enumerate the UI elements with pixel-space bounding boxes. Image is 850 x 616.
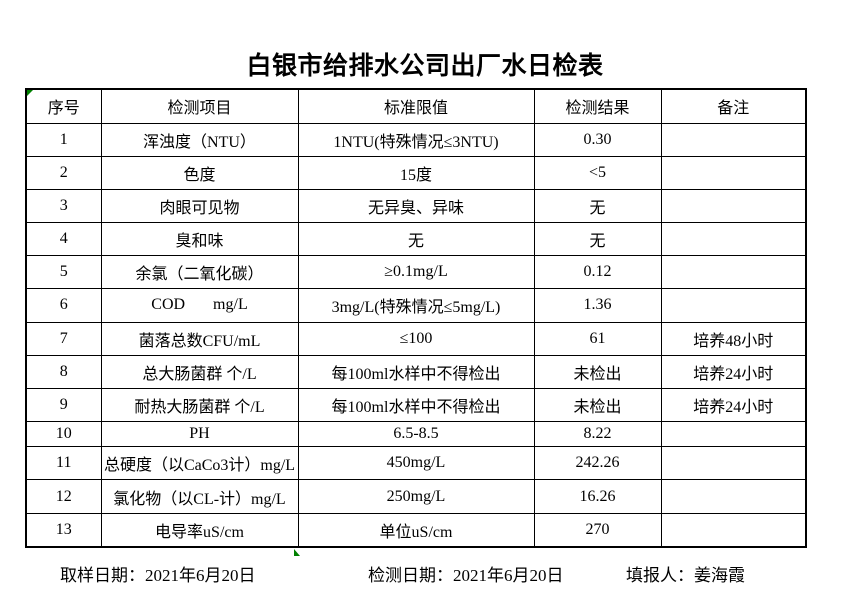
- cell-serial: 10: [25, 421, 102, 448]
- cell-remark: [660, 512, 807, 548]
- page-title: 白银市给排水公司出厂水日检表: [246, 53, 604, 80]
- cell-result: 0.30: [533, 122, 662, 157]
- table-body: 1 浑浊度（NTU） 1NTU(特殊情况≤3NTU) 0.30 2 色度 15度…: [25, 122, 807, 548]
- footer: 取样日期：2021年6月20日 检测日期：2021年6月20日 填报人：姜海霞: [0, 561, 850, 585]
- cell-limit: 每100ml水样中不得检出: [297, 387, 535, 423]
- cell-serial: 7: [25, 321, 102, 356]
- cell-remark: [660, 255, 807, 290]
- cell-remark: 培养48小时: [660, 321, 807, 356]
- cell-result: 0.12: [533, 255, 662, 290]
- cell-limit: 1NTU(特殊情况≤3NTU): [297, 122, 535, 157]
- table-header-row: 序号 检测项目 标准限值 检测结果 备注: [25, 88, 807, 124]
- col-header-remark: 备注: [660, 88, 807, 124]
- table-row: 9 耐热大肠菌群 个/L 每100ml水样中不得检出 未检出 培养24小时: [25, 387, 807, 423]
- cell-serial: 6: [25, 288, 102, 323]
- cell-serial: 12: [25, 479, 102, 514]
- cell-serial: 1: [25, 122, 102, 157]
- cell-item: 臭和味: [100, 222, 299, 257]
- cell-limit: 无异臭、异味: [297, 188, 535, 224]
- cell-limit: 单位uS/cm: [297, 512, 535, 548]
- col-header-limit: 标准限值: [297, 88, 535, 124]
- cell-serial: 5: [25, 255, 102, 290]
- cell-result: 61: [533, 321, 662, 356]
- cell-remark: [660, 122, 807, 157]
- cell-serial: 2: [25, 155, 102, 190]
- cell-result: 无: [533, 222, 662, 257]
- cell-result: 未检出: [533, 354, 662, 389]
- cell-item: 总大肠菌群 个/L: [100, 354, 299, 389]
- cell-remark: 培养24小时: [660, 354, 807, 389]
- cell-limit: 每100ml水样中不得检出: [297, 354, 535, 389]
- table-header: 序号 检测项目 标准限值 检测结果 备注: [25, 88, 807, 124]
- cell-limit: 3mg/L(特殊情况≤5mg/L): [297, 288, 535, 323]
- cell-item: COD mg/L: [100, 288, 299, 323]
- table-row: 13 电导率uS/cm 单位uS/cm 270: [25, 512, 807, 548]
- table-row: 12 氯化物（以CL-计）mg/L 250mg/L 16.26: [25, 479, 807, 514]
- col-header-result: 检测结果: [533, 88, 662, 124]
- test-date-label: 检测日期：2021年6月20日: [368, 566, 564, 585]
- cell-item: 菌落总数CFU/mL: [100, 321, 299, 356]
- cell-limit: 6.5-8.5: [297, 421, 535, 448]
- cell-remark: [660, 446, 807, 481]
- cell-result: 16.26: [533, 479, 662, 514]
- cell-item: 余氯（二氧化碳）: [100, 255, 299, 290]
- cell-item: 肉眼可见物: [100, 188, 299, 224]
- cell-serial: 4: [25, 222, 102, 257]
- cell-remark: [660, 421, 807, 448]
- cell-serial: 11: [25, 446, 102, 481]
- cell-serial: 13: [25, 512, 102, 548]
- cell-limit: ≥0.1mg/L: [297, 255, 535, 290]
- table-row: 3 肉眼可见物 无异臭、异味 无: [25, 188, 807, 224]
- cell-item: 电导率uS/cm: [100, 512, 299, 548]
- cell-remark: [660, 155, 807, 190]
- cell-serial: 3: [25, 188, 102, 224]
- cell-item: 色度: [100, 155, 299, 190]
- table-row: 6 COD mg/L 3mg/L(特殊情况≤5mg/L) 1.36: [25, 288, 807, 323]
- cell-item: PH: [100, 421, 299, 448]
- cell-result: 270: [533, 512, 662, 548]
- green-bottom-triangle-icon: [294, 549, 300, 556]
- inspection-table: 序号 检测项目 标准限值 检测结果 备注 1 浑浊度（NTU） 1NTU(特殊情…: [25, 88, 807, 548]
- cell-result: 1.36: [533, 288, 662, 323]
- cell-result: 242.26: [533, 446, 662, 481]
- cell-limit: ≤100: [297, 321, 535, 356]
- cell-item: 耐热大肠菌群 个/L: [100, 387, 299, 423]
- col-header-serial: 序号: [25, 88, 102, 124]
- cell-limit: 450mg/L: [297, 446, 535, 481]
- cell-remark: [660, 479, 807, 514]
- cell-remark: 培养24小时: [660, 387, 807, 423]
- reporter-label: 填报人：姜海霞: [626, 566, 745, 585]
- table-row: 8 总大肠菌群 个/L 每100ml水样中不得检出 未检出 培养24小时: [25, 354, 807, 389]
- table-row: 10 PH 6.5-8.5 8.22: [25, 421, 807, 448]
- table-row: 11 总硬度（以CaCo3计）mg/L 450mg/L 242.26: [25, 446, 807, 481]
- cell-remark: [660, 188, 807, 224]
- table-row: 4 臭和味 无 无: [25, 222, 807, 257]
- table-row: 2 色度 15度 <5: [25, 155, 807, 190]
- cell-result: 8.22: [533, 421, 662, 448]
- cell-item: 氯化物（以CL-计）mg/L: [100, 479, 299, 514]
- cell-limit: 15度: [297, 155, 535, 190]
- sampling-date-label: 取样日期：2021年6月20日: [60, 566, 256, 585]
- cell-serial: 8: [25, 354, 102, 389]
- table-row: 7 菌落总数CFU/mL ≤100 61 培养48小时: [25, 321, 807, 356]
- cell-result: <5: [533, 155, 662, 190]
- table-row: 5 余氯（二氧化碳） ≥0.1mg/L 0.12: [25, 255, 807, 290]
- cell-item: 浑浊度（NTU）: [100, 122, 299, 157]
- cell-item: 总硬度（以CaCo3计）mg/L: [100, 446, 299, 481]
- cell-result: 无: [533, 188, 662, 224]
- cell-limit: 无: [297, 222, 535, 257]
- table-row: 1 浑浊度（NTU） 1NTU(特殊情况≤3NTU) 0.30: [25, 122, 807, 157]
- cell-remark: [660, 288, 807, 323]
- cell-limit: 250mg/L: [297, 479, 535, 514]
- cell-remark: [660, 222, 807, 257]
- col-header-item: 检测项目: [100, 88, 299, 124]
- cell-serial: 9: [25, 387, 102, 423]
- cell-result: 未检出: [533, 387, 662, 423]
